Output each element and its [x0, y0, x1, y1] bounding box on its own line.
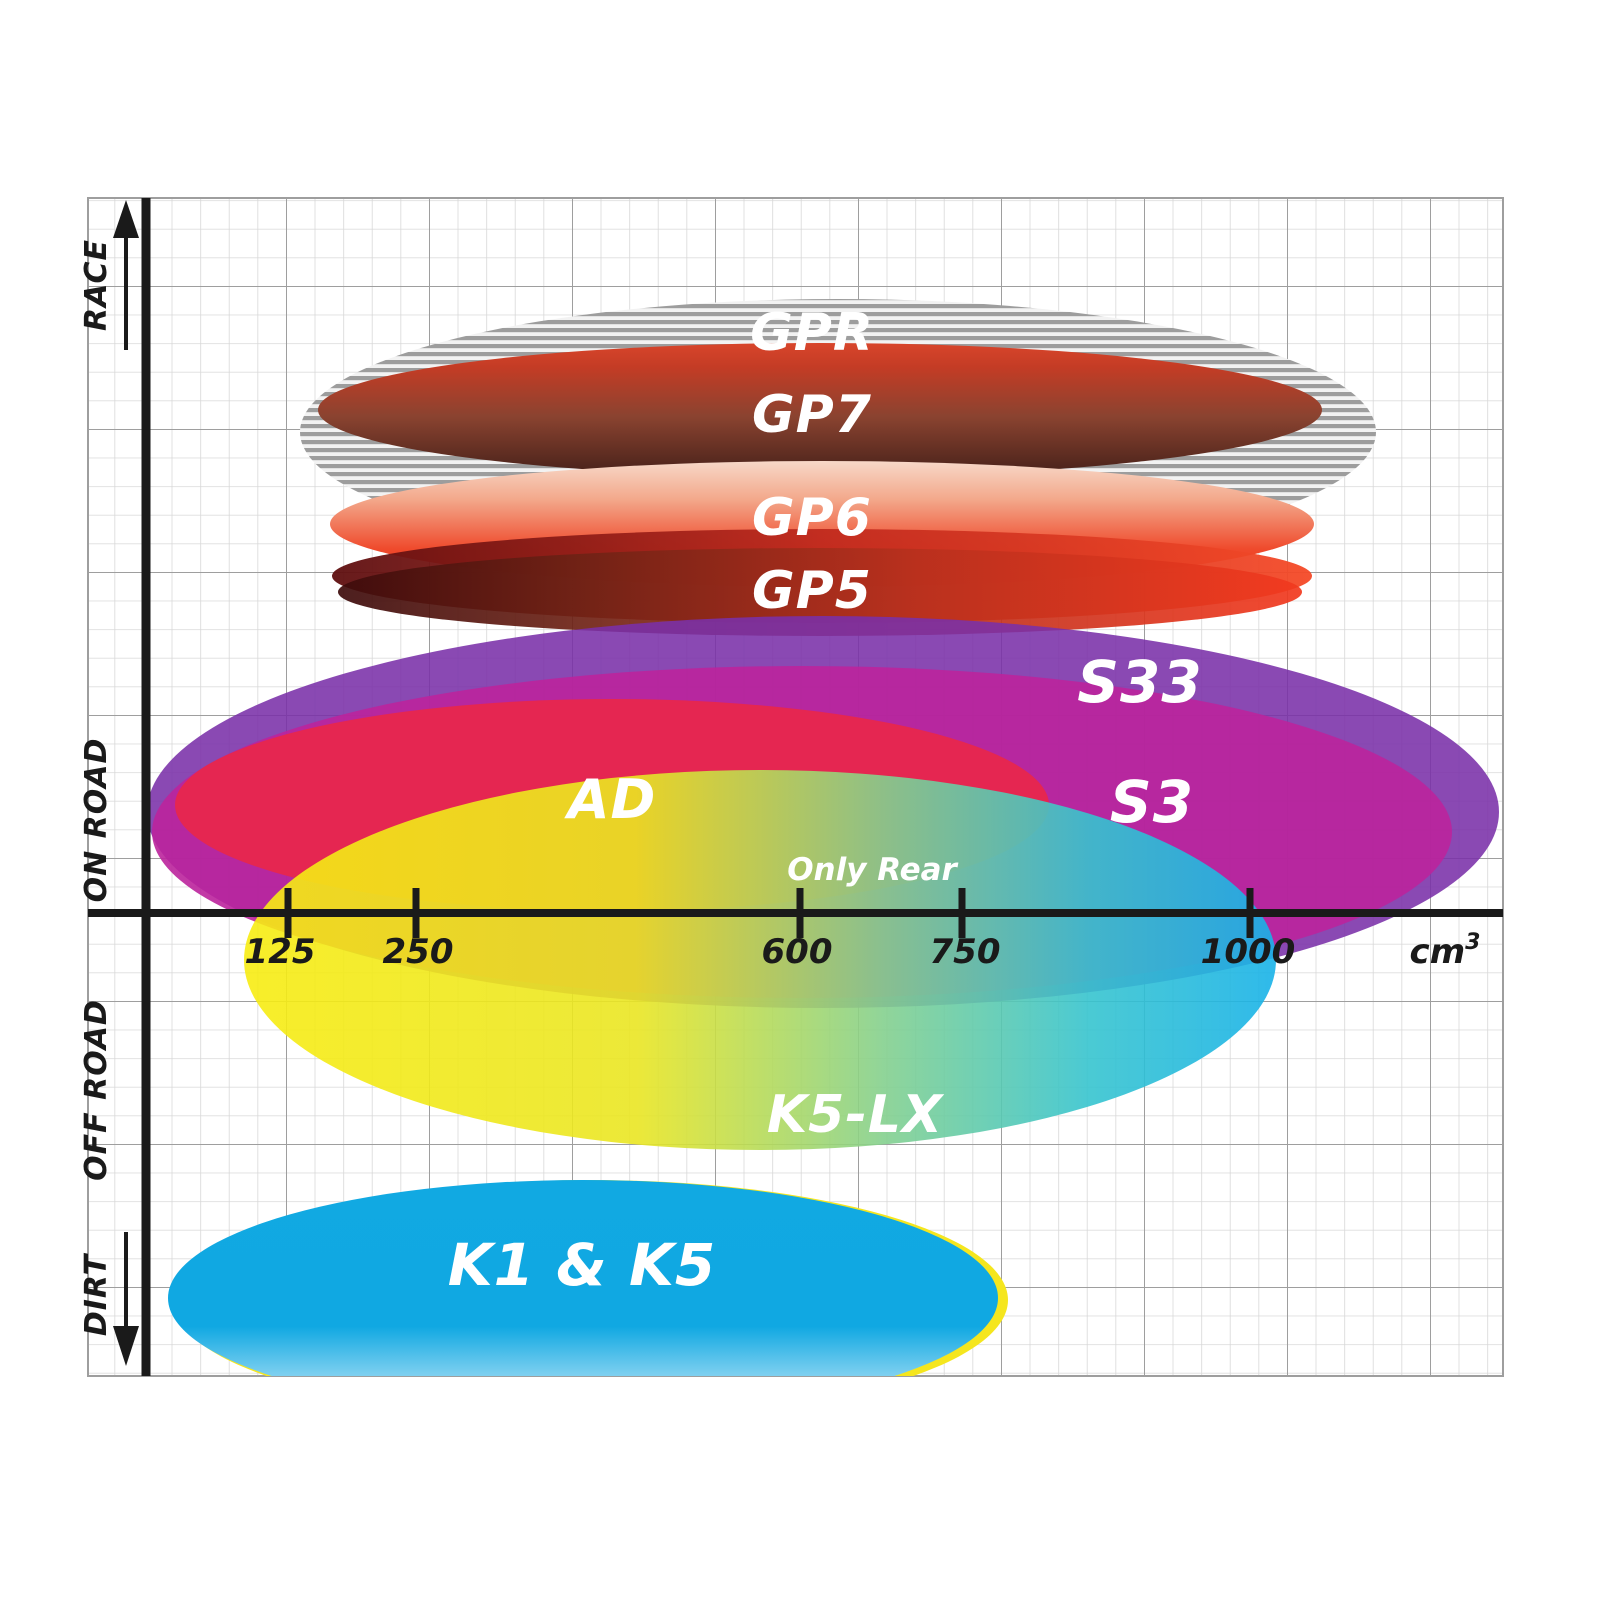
label-k1k5: K1 & K5: [448, 1231, 717, 1299]
label-ad: AD: [564, 768, 657, 831]
dirt-arrow-head: [113, 1326, 139, 1366]
region-k5lx: [244, 770, 1276, 1150]
region-gp5: [338, 548, 1302, 636]
region-labels: GPR GP7 GP6 GP5 S33 S3 AD K5-LX K1 & K5: [448, 303, 1203, 1299]
label-gpr: GPR: [750, 303, 874, 363]
x-axis-unit-exponent: 3: [1465, 930, 1480, 955]
y-label-on-road: ON ROAD: [79, 738, 114, 903]
chart-annotations: Only Rear: [787, 852, 958, 888]
region-k1k5: [168, 1180, 998, 1376]
tick-label-125: 125: [245, 932, 316, 972]
label-s33: S33: [1077, 648, 1203, 716]
region-gp7: [318, 343, 1322, 477]
tick-label-250: 250: [383, 932, 454, 972]
label-k5lx: K5-LX: [767, 1085, 945, 1145]
chart-axes: [88, 198, 1503, 1376]
label-gp5: GP5: [752, 561, 872, 621]
x-axis-tick-labels: 125 250 600 750 1000 cm3: [245, 930, 1481, 972]
y-label-race: RACE: [79, 239, 114, 331]
x-axis-unit: cm3: [1410, 930, 1481, 972]
x-axis-unit-base: cm: [1410, 932, 1466, 972]
tick-label-750: 750: [930, 932, 1001, 972]
label-gp7: GP7: [752, 385, 872, 445]
y-label-dirt: DIRT: [79, 1252, 114, 1336]
tick-label-600: 600: [762, 932, 833, 972]
label-s3: S3: [1110, 768, 1194, 836]
race-arrow-head: [113, 200, 139, 238]
tick-label-1000: 1000: [1201, 932, 1296, 972]
annotation-only-rear: Only Rear: [787, 852, 958, 888]
y-axis-labels: RACE ON ROAD OFF ROAD DIRT: [79, 239, 114, 1336]
label-gp6: GP6: [752, 488, 872, 548]
direction-arrows: [113, 200, 139, 1366]
y-label-off-road: OFF ROAD: [79, 999, 114, 1181]
